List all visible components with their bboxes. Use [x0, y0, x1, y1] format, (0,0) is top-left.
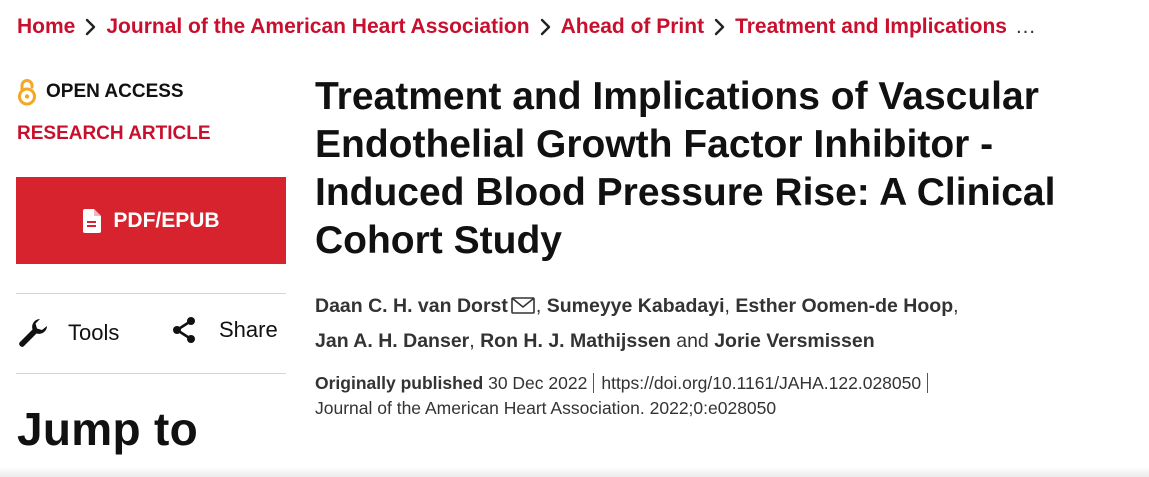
- open-access-label: OPEN ACCESS: [46, 81, 184, 102]
- breadcrumb-overflow: …: [1015, 15, 1037, 38]
- breadcrumb-journal[interactable]: Journal of the American Heart Associatio…: [106, 15, 530, 38]
- author-name[interactable]: Sumeyye Kabadayi: [546, 295, 725, 317]
- article-title: Treatment and Implications of Vascular E…: [315, 75, 1056, 262]
- tools-label: Tools: [68, 320, 120, 345]
- chevron-right-icon: [714, 18, 726, 36]
- author-list: Daan C. H. van Dorst, Sumeyye Kabadayi, …: [315, 290, 1115, 358]
- divider: [16, 373, 286, 374]
- and-word: and: [676, 330, 709, 352]
- tools-button[interactable]: Tools: [16, 316, 119, 350]
- breadcrumb-home[interactable]: Home: [17, 15, 76, 38]
- author-name[interactable]: Daan C. H. van Dorst: [315, 295, 508, 317]
- publication-meta: Originally published 30 Dec 2022 https://…: [315, 371, 1135, 421]
- article-type-label: RESEARCH ARTICLE: [17, 123, 211, 144]
- pdf-epub-button[interactable]: PDF/EPUB: [16, 177, 286, 264]
- meta-separator: [593, 373, 595, 393]
- citation: Journal of the American Heart Associatio…: [315, 398, 777, 418]
- jump-to-heading: Jump to: [17, 403, 198, 455]
- meta-separator: [927, 373, 929, 393]
- share-label: Share: [219, 317, 278, 342]
- breadcrumb-current-article[interactable]: Treatment and Implications: [735, 15, 1007, 38]
- divider: [16, 293, 286, 294]
- open-lock-icon: [16, 78, 38, 106]
- author-name[interactable]: Ron H. J. Mathijssen: [480, 330, 671, 352]
- author-name[interactable]: Esther Oomen-de Hoop: [735, 295, 954, 317]
- share-button[interactable]: Share: [171, 316, 278, 344]
- pdf-epub-label: PDF/EPUB: [113, 208, 220, 232]
- chevron-right-icon: [85, 18, 97, 36]
- open-access-badge: OPEN ACCESS: [16, 78, 184, 106]
- wrench-icon: [16, 316, 50, 350]
- header-shadow: [0, 467, 1149, 477]
- chevron-right-icon: [540, 18, 552, 36]
- doi-link[interactable]: https://doi.org/10.1161/JAHA.122.028050: [601, 373, 922, 393]
- published-label: Originally published: [315, 373, 484, 393]
- share-icon: [171, 316, 197, 344]
- file-icon: [82, 208, 102, 233]
- published-date: 30 Dec 2022: [488, 373, 588, 393]
- breadcrumb-ahead-of-print[interactable]: Ahead of Print: [560, 15, 705, 38]
- author-name[interactable]: Jorie Versmissen: [714, 330, 875, 352]
- author-name[interactable]: Jan A. H. Danser: [315, 330, 470, 352]
- mail-icon[interactable]: [511, 292, 535, 325]
- breadcrumb: Home Journal of the American Heart Assoc…: [17, 12, 1142, 42]
